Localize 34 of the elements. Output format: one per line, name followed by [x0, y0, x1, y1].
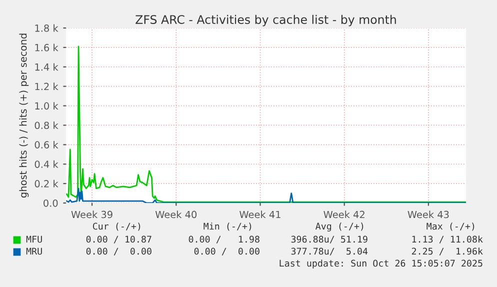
y-tick-label: 0.4 k — [34, 160, 58, 168]
text: 2.25 / 1.96k — [412, 248, 483, 256]
text: 396.88u/ 51.19 — [291, 236, 368, 244]
y-axis-title: ghost hits (-) / hits (+) per second — [19, 34, 29, 198]
y-tick-label: 0.8 k — [34, 122, 58, 130]
text: Avg (-/+) — [316, 222, 364, 232]
text: Max (-/+) — [426, 222, 474, 231]
y-tick-label: 0.2 k — [34, 180, 58, 188]
y-tick-label: 1.6 k — [35, 44, 58, 52]
text: Last update: Sun Oct 26 15:05:07 2025 — [280, 260, 482, 268]
legend-label: MFU — [26, 236, 42, 243]
text: Min (-/+) — [204, 222, 252, 231]
line-series — [66, 46, 466, 203]
y-tick-label: 1.4 k — [35, 63, 58, 71]
y-tick-label: 1.2 k — [35, 82, 58, 90]
chart-title: ZFS ARC - Activities by cache list - by month — [136, 14, 396, 26]
line-series — [66, 188, 466, 203]
text: Cur (-/+) — [92, 222, 140, 231]
x-tick-label: Week 42 — [324, 210, 364, 218]
x-tick-label: Week 41 — [240, 210, 280, 218]
text: 377.78u/ 5.04 — [291, 248, 368, 256]
y-tick-label: 0.0 — [44, 199, 58, 207]
x-tick-label: Week 39 — [71, 210, 112, 218]
text: 0.00 / 1.98 — [188, 236, 260, 244]
text: 0.00 / 0.00 — [194, 248, 260, 256]
x-tick-label: Week 43 — [408, 210, 449, 218]
legend-label: MRU — [26, 248, 42, 255]
y-tick-label: 0.6 k — [34, 140, 58, 148]
y-tick-label: 1.0 k — [35, 102, 58, 110]
text: 0.00 / 10.87 — [86, 236, 152, 244]
x-tick-label: Week 40 — [155, 210, 197, 218]
y-tick-label: 1.8 k — [35, 24, 58, 32]
text: 1.13 / 11.08k — [412, 236, 483, 244]
text: 0.00 / 0.00 — [86, 248, 152, 256]
